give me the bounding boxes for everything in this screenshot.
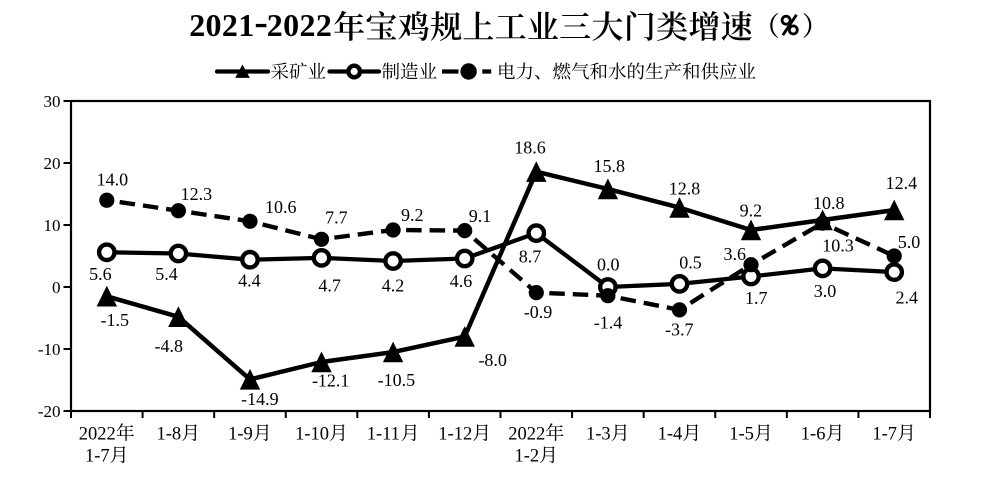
- svg-text:30: 30: [44, 92, 61, 111]
- svg-text:9.1: 9.1: [469, 206, 492, 226]
- svg-text:2022: 2022: [267, 7, 332, 43]
- svg-text:4.7: 4.7: [318, 275, 341, 295]
- svg-text:4.4: 4.4: [238, 270, 261, 290]
- svg-text:-14.9: -14.9: [241, 389, 279, 409]
- svg-text:1-9: 1-9: [228, 425, 253, 445]
- svg-text:-8.0: -8.0: [478, 350, 507, 370]
- svg-text:1-12: 1-12: [438, 425, 472, 445]
- svg-text:2022: 2022: [79, 425, 116, 445]
- svg-text:1-4: 1-4: [658, 425, 683, 445]
- svg-text:12.8: 12.8: [669, 179, 701, 199]
- svg-text:-4.8: -4.8: [155, 336, 184, 356]
- svg-text:0: 0: [52, 278, 61, 297]
- svg-text:10.8: 10.8: [813, 193, 845, 213]
- svg-text:1-5: 1-5: [729, 425, 754, 445]
- svg-text:2022: 2022: [508, 425, 545, 445]
- svg-text:5.0: 5.0: [898, 232, 921, 252]
- svg-text:1.7: 1.7: [745, 288, 768, 308]
- svg-text:0.5: 0.5: [679, 253, 702, 273]
- svg-text:1-8: 1-8: [157, 425, 182, 445]
- svg-text:1-2: 1-2: [515, 447, 540, 467]
- svg-text:15.8: 15.8: [594, 156, 626, 176]
- svg-text:-10.5: -10.5: [378, 370, 416, 390]
- svg-text:1-6: 1-6: [801, 425, 826, 445]
- svg-text:1-7: 1-7: [85, 447, 110, 467]
- svg-text:1-3: 1-3: [586, 425, 611, 445]
- svg-text:12.3: 12.3: [181, 184, 213, 204]
- svg-text:1-10: 1-10: [295, 425, 329, 445]
- svg-text:9.2: 9.2: [401, 205, 424, 225]
- svg-text:9.2: 9.2: [740, 201, 763, 221]
- svg-text:-1.4: -1.4: [594, 312, 623, 332]
- svg-text:3.0: 3.0: [814, 281, 837, 301]
- svg-text:10: 10: [44, 216, 61, 235]
- svg-text:10.6: 10.6: [265, 197, 297, 217]
- svg-text:-10: -10: [38, 340, 61, 359]
- svg-text:-1.5: -1.5: [101, 310, 130, 330]
- svg-text:2.4: 2.4: [895, 288, 918, 308]
- svg-text:4.2: 4.2: [382, 275, 405, 295]
- svg-text:7.7: 7.7: [325, 208, 348, 228]
- svg-text:12.4: 12.4: [886, 173, 918, 193]
- svg-text:3.6: 3.6: [723, 244, 746, 264]
- svg-text:0.0: 0.0: [597, 255, 620, 275]
- svg-text:-20: -20: [38, 402, 61, 421]
- svg-text:1-11: 1-11: [367, 425, 400, 445]
- svg-text:-12.1: -12.1: [312, 371, 350, 391]
- svg-text:14.0: 14.0: [97, 170, 129, 190]
- svg-text:10.3: 10.3: [822, 236, 854, 256]
- svg-text:18.6: 18.6: [514, 137, 546, 157]
- svg-text:8.7: 8.7: [519, 246, 542, 266]
- svg-text:20: 20: [44, 154, 61, 173]
- svg-text:-0.9: -0.9: [524, 302, 553, 322]
- svg-text:-3.7: -3.7: [665, 319, 694, 339]
- svg-text:2021: 2021: [189, 7, 254, 43]
- svg-text:5.4: 5.4: [155, 264, 178, 284]
- svg-text:5.6: 5.6: [89, 264, 112, 284]
- svg-text:4.6: 4.6: [450, 271, 473, 291]
- svg-text:1-7: 1-7: [872, 425, 897, 445]
